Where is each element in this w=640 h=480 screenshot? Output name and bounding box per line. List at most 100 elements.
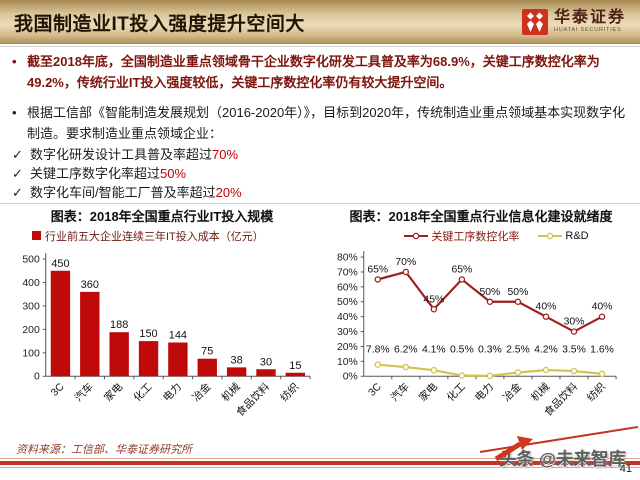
svg-text:电力: 电力 xyxy=(160,380,184,404)
svg-text:45%: 45% xyxy=(423,294,444,305)
check-1-content: 数字化研发设计工具普及率超过70% xyxy=(30,146,238,165)
band-thin-line xyxy=(0,458,640,459)
svg-text:65%: 65% xyxy=(367,264,388,275)
logo-name: 华泰证券 xyxy=(553,9,626,27)
svg-text:3C: 3C xyxy=(49,381,67,399)
legend-line-icon xyxy=(404,232,429,239)
svg-text:30: 30 xyxy=(260,356,272,368)
check-item-3: ✓ 数字化车间/智能工厂普及率超过20% xyxy=(12,184,628,203)
svg-text:150: 150 xyxy=(139,328,157,340)
svg-text:200: 200 xyxy=(22,325,40,336)
svg-text:40%: 40% xyxy=(536,302,557,313)
bar-chart-title: 图表：2018年全国重点行业IT投入规模 xyxy=(50,209,274,224)
bar-chart-legend: 行业前五大企业连续三年IT投入成本（亿元） xyxy=(32,228,316,243)
svg-text:冶金: 冶金 xyxy=(189,380,213,404)
charts-row: 图表：2018年全国重点行业IT投入规模 行业前五大企业连续三年IT投入成本（亿… xyxy=(8,206,634,445)
logo-subtitle: HUATAI SECURITIES xyxy=(553,27,622,34)
svg-text:电力: 电力 xyxy=(472,380,496,404)
line-chart: 图表：2018年全国重点行业信息化建设就绪度 关键工序数控化率 R&D xyxy=(328,206,634,445)
svg-text:30%: 30% xyxy=(337,327,358,338)
svg-text:75: 75 xyxy=(201,346,213,358)
svg-text:300: 300 xyxy=(22,301,40,312)
svg-text:40%: 40% xyxy=(337,312,358,323)
svg-text:50%: 50% xyxy=(479,287,500,298)
check-3-content: 数字化车间/智能工厂普及率超过20% xyxy=(30,184,242,203)
legend-line-icon xyxy=(538,232,563,239)
divider-charts xyxy=(0,203,640,204)
svg-text:0.5%: 0.5% xyxy=(450,344,474,355)
svg-text:40%: 40% xyxy=(592,302,613,313)
bar-冶金 xyxy=(197,358,217,377)
svg-text:化工: 化工 xyxy=(444,380,468,404)
svg-text:3.5%: 3.5% xyxy=(562,344,586,355)
svg-text:机械: 机械 xyxy=(528,380,552,404)
check-2-value: 50% xyxy=(160,166,187,182)
watermark: 头条 @未来智库 xyxy=(494,436,626,471)
svg-text:10%: 10% xyxy=(337,357,358,368)
line-chart-plot: 0% 10% 20% 30% 40% 50% 60% 70% 80% 3C 汽车 家电 化工 电力 冶金 机械… xyxy=(337,251,617,419)
svg-text:2.5%: 2.5% xyxy=(506,344,530,355)
source-note: 资料来源：工信部、华泰证券研究所 xyxy=(16,444,192,456)
svg-text:80%: 80% xyxy=(337,253,358,264)
svg-text:汽车: 汽车 xyxy=(72,380,96,404)
svg-text:机械: 机械 xyxy=(219,380,243,404)
svg-text:0%: 0% xyxy=(343,372,358,383)
bullet-2-text: 根据工信部《智能制造发展规划（2016-2020年）》，目标到2020年，传统制… xyxy=(27,105,626,142)
svg-text:纺织: 纺织 xyxy=(584,380,608,404)
svg-text:70%: 70% xyxy=(395,257,416,268)
bar-chart-plot: 0 100 200 300 400 500 450 360 188 150 144 75 38 30 15 3… xyxy=(22,253,311,419)
svg-text:汽车: 汽车 xyxy=(388,380,412,404)
svg-text:冶金: 冶金 xyxy=(500,380,524,404)
svg-text:家电: 家电 xyxy=(101,380,125,404)
bar-家电 xyxy=(109,332,129,377)
check-icon: ✓ xyxy=(12,147,23,163)
check-item-1: ✓ 数字化研发设计工具普及率超过70% xyxy=(12,146,628,165)
svg-text:6.2%: 6.2% xyxy=(394,344,418,355)
svg-text:4.1%: 4.1% xyxy=(422,344,446,355)
bar-纺织 xyxy=(285,372,306,377)
bar-电力 xyxy=(168,342,188,377)
check-3-text: 数字化车间/智能工厂普及率超过 xyxy=(30,184,216,200)
svg-text:144: 144 xyxy=(169,330,187,342)
bar-3C xyxy=(50,270,71,377)
watermark-arrow-icon xyxy=(494,436,534,462)
svg-text:100: 100 xyxy=(22,348,40,359)
svg-text:4.2%: 4.2% xyxy=(534,344,558,355)
svg-text:70%: 70% xyxy=(337,267,358,278)
legend-item-series1: 关键工序数控化率 xyxy=(403,228,519,244)
svg-text:纺织: 纺织 xyxy=(278,380,302,404)
line-chart-title: 图表：2018年全国重点行业信息化建设就绪度 xyxy=(349,209,613,224)
line-legend-label-1: 关键工序数控化率 xyxy=(431,230,520,243)
svg-text:7.8%: 7.8% xyxy=(366,344,390,355)
check-icon: ✓ xyxy=(12,184,23,200)
svg-text:38: 38 xyxy=(231,354,243,366)
bullet-2: • 根据工信部《智能制造发展规划（2016-2020年）》，目标到2020年，传… xyxy=(12,102,628,144)
band-thin-line xyxy=(0,467,640,468)
line-legend-label-2: R&D xyxy=(565,229,589,242)
check-1-text: 数字化研发设计工具普及率超过 xyxy=(30,147,213,163)
line-chart-legend: 关键工序数控化率 R&D xyxy=(328,228,634,243)
svg-text:0: 0 xyxy=(34,372,40,383)
huatai-logo-icon xyxy=(521,9,548,35)
bar-机械 xyxy=(226,367,247,377)
svg-text:化工: 化工 xyxy=(131,380,155,404)
check-item-2: ✓ 关键工序数字化率超过50% xyxy=(12,165,628,184)
check-2-content: 关键工序数字化率超过50% xyxy=(30,165,186,184)
svg-text:450: 450 xyxy=(51,258,69,270)
svg-text:1.6%: 1.6% xyxy=(590,344,614,355)
svg-text:3C: 3C xyxy=(367,381,385,399)
bullet-1-text: 截至2018年底，全国制造业重点领域骨干企业数字化研发工具普及率为68.9%，关… xyxy=(27,54,600,91)
svg-text:60%: 60% xyxy=(337,282,358,293)
svg-text:50%: 50% xyxy=(508,287,529,298)
divider-top xyxy=(0,46,640,47)
svg-text:食品饮料: 食品饮料 xyxy=(233,380,272,419)
bar-化工 xyxy=(138,341,159,377)
bar-食品饮料 xyxy=(256,369,276,377)
svg-text:0.3%: 0.3% xyxy=(478,344,502,355)
svg-text:20%: 20% xyxy=(337,342,358,353)
svg-text:30%: 30% xyxy=(564,317,585,328)
bullet-1: • 截至2018年底，全国制造业重点领域骨干企业数字化研发工具普及率为68.9%… xyxy=(12,51,628,93)
check-icon: ✓ xyxy=(12,166,23,182)
check-3-value: 20% xyxy=(215,184,242,200)
check-2-text: 关键工序数字化率超过 xyxy=(30,166,161,182)
